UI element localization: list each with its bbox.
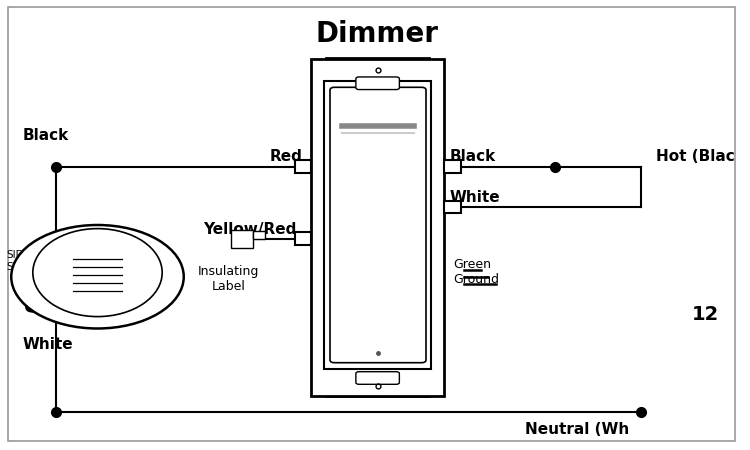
Bar <box>295 160 311 173</box>
Text: Red: Red <box>269 149 302 164</box>
Text: Hot (Blac: Hot (Blac <box>656 149 735 164</box>
Circle shape <box>11 225 184 328</box>
Text: Dimmer: Dimmer <box>316 20 439 48</box>
Text: Black: Black <box>450 149 497 164</box>
Bar <box>311 58 444 396</box>
FancyBboxPatch shape <box>356 77 399 90</box>
Bar <box>326 369 429 396</box>
Ellipse shape <box>33 229 162 317</box>
Text: White: White <box>22 337 74 352</box>
FancyBboxPatch shape <box>330 87 426 363</box>
Text: {: { <box>10 265 42 313</box>
Bar <box>326 58 429 81</box>
Text: White: White <box>450 190 501 206</box>
Bar <box>444 160 460 173</box>
Text: Neutral (Wh: Neutral (Wh <box>525 422 629 437</box>
Text: 12: 12 <box>692 306 718 324</box>
Text: SIDE
ST): SIDE ST) <box>6 250 30 272</box>
Text: Green
Ground: Green Ground <box>454 258 500 286</box>
Text: Yellow/Red: Yellow/Red <box>202 222 296 237</box>
Bar <box>444 201 460 213</box>
Bar <box>324 81 431 369</box>
FancyBboxPatch shape <box>356 372 399 384</box>
Text: Insulating
Label: Insulating Label <box>198 265 260 293</box>
Text: Black: Black <box>22 127 69 143</box>
Bar <box>231 230 254 248</box>
Bar <box>254 231 265 239</box>
Bar <box>295 232 311 245</box>
